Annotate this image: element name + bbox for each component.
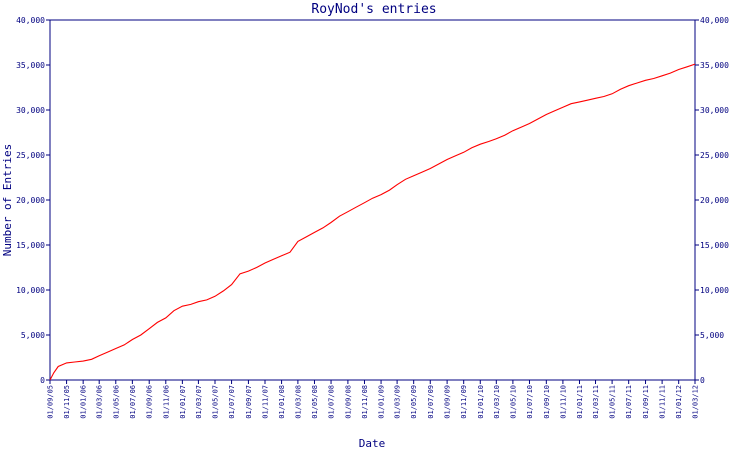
y-tick-label-left: 5,000 bbox=[21, 331, 45, 340]
plot-frame bbox=[49, 19, 696, 381]
y-tick-label-right: 5,000 bbox=[700, 331, 724, 340]
x-tick-label: 01/09/08 bbox=[344, 385, 352, 419]
x-tick-label: 01/07/07 bbox=[228, 385, 236, 419]
x-tick-label: 01/05/10 bbox=[509, 385, 517, 419]
x-tick-label: 01/11/11 bbox=[659, 385, 667, 419]
y-axis-left: 0 5,000 10,000 15,000 20,000 25,000 30,000 35,0… bbox=[16, 16, 50, 385]
x-tick-label: 01/05/08 bbox=[311, 385, 319, 419]
x-tick-label: 01/05/06 bbox=[112, 385, 120, 419]
y-tick-label-left: 40,000 bbox=[16, 16, 45, 25]
x-tick-label: 01/09/09 bbox=[444, 385, 452, 419]
chart-title: RoyNod's entries bbox=[311, 2, 436, 17]
x-tick-label: 01/11/09 bbox=[460, 385, 468, 419]
x-tick-label: 01/01/11 bbox=[576, 385, 584, 419]
x-axis: 01/09/05 01/11/05 01/01/06 01/03/06 01/05/06… bbox=[47, 380, 700, 419]
y-tick-label-left: 0 bbox=[40, 376, 45, 385]
y-tick-label-right: 30,000 bbox=[700, 106, 729, 115]
y-tick-label-left: 25,000 bbox=[16, 151, 45, 160]
x-tick-label: 01/03/07 bbox=[195, 385, 203, 419]
series-layer bbox=[49, 63, 696, 381]
x-tick-label: 01/05/11 bbox=[609, 385, 617, 419]
y-tick-label-left: 35,000 bbox=[16, 61, 45, 70]
y-tick-label-right: 0 bbox=[700, 376, 705, 385]
y-tick-label-left: 10,000 bbox=[16, 286, 45, 295]
y-tick-label-left: 30,000 bbox=[16, 106, 45, 115]
x-tick-label: 01/01/06 bbox=[80, 385, 88, 419]
x-tick-label: 01/11/05 bbox=[63, 385, 71, 419]
series-line bbox=[49, 63, 696, 381]
x-tick-label: 01/09/10 bbox=[543, 385, 551, 419]
x-tick-label: 01/11/07 bbox=[262, 385, 270, 419]
x-tick-label: 01/01/09 bbox=[378, 385, 386, 419]
x-tick-label: 01/09/07 bbox=[245, 385, 253, 419]
x-tick-label: 01/09/05 bbox=[47, 385, 55, 419]
x-tick-label: 01/03/11 bbox=[592, 385, 600, 419]
y-axis-label: Number of Entries bbox=[1, 144, 14, 257]
x-tick-label: 01/01/12 bbox=[675, 385, 683, 419]
x-tick-label: 01/09/11 bbox=[642, 385, 650, 419]
x-tick-label: 01/11/08 bbox=[361, 385, 369, 419]
x-tick-label: 01/07/06 bbox=[129, 385, 137, 419]
x-tick-label: 01/05/09 bbox=[410, 385, 418, 419]
x-tick-label: 01/03/12 bbox=[692, 385, 700, 419]
x-tick-label: 01/01/08 bbox=[278, 385, 286, 419]
x-tick-label: 01/03/06 bbox=[96, 385, 104, 419]
x-tick-label: 01/03/10 bbox=[493, 385, 501, 419]
x-tick-label: 01/07/10 bbox=[526, 385, 534, 419]
x-tick-label: 01/03/08 bbox=[294, 385, 302, 419]
y-tick-label-right: 25,000 bbox=[700, 151, 729, 160]
x-tick-label: 01/07/11 bbox=[625, 385, 633, 419]
y-tick-label-left: 20,000 bbox=[16, 196, 45, 205]
y-tick-label-right: 20,000 bbox=[700, 196, 729, 205]
y-tick-label-right: 35,000 bbox=[700, 61, 729, 70]
y-tick-label-right: 15,000 bbox=[700, 241, 729, 250]
y-tick-label-right: 40,000 bbox=[700, 16, 729, 25]
x-tick-label: 01/01/10 bbox=[477, 385, 485, 419]
y-tick-label-right: 10,000 bbox=[700, 286, 729, 295]
x-axis-label: Date bbox=[359, 437, 386, 450]
x-tick-label: 01/07/08 bbox=[328, 385, 336, 419]
y-axis-right: 0 5,000 10,000 15,000 20,000 25,000 30,000 35,0… bbox=[695, 16, 729, 385]
x-tick-label: 01/11/06 bbox=[162, 385, 170, 419]
x-tick-label: 01/07/09 bbox=[427, 385, 435, 419]
x-tick-label: 01/03/09 bbox=[394, 385, 402, 419]
y-tick-label-left: 15,000 bbox=[16, 241, 45, 250]
x-tick-label: 01/11/10 bbox=[559, 385, 567, 419]
x-tick-label: 01/09/06 bbox=[146, 385, 154, 419]
x-tick-label: 01/01/07 bbox=[179, 385, 187, 419]
x-tick-label: 01/05/07 bbox=[211, 385, 219, 419]
